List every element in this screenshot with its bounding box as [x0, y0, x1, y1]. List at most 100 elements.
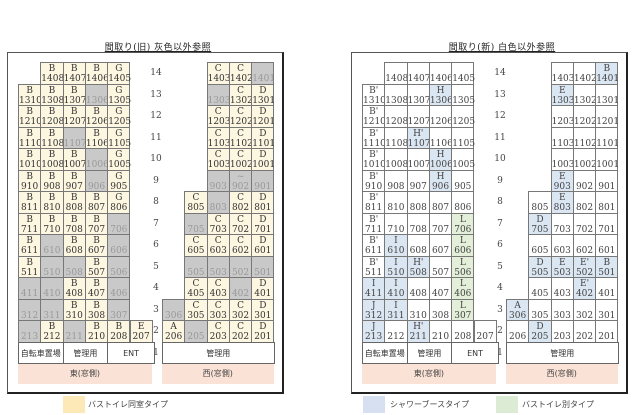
room-cell[interactable]: 1108: [384, 126, 408, 149]
room-cell[interactable]: C 1302: [228, 83, 253, 106]
room-cell[interactable]: 601: [595, 234, 619, 257]
room-cell[interactable]: E 207: [129, 320, 153, 343]
room-cell[interactable]: 1305: [451, 83, 475, 106]
room-cell[interactable]: 303: [550, 298, 574, 321]
room-cell[interactable]: 1408: [384, 62, 408, 85]
room-cell[interactable]: I 610: [384, 234, 408, 257]
room-cell[interactable]: D 1301: [251, 83, 275, 106]
room-cell[interactable]: B 808: [62, 191, 86, 214]
room-cell[interactable]: L 706: [451, 212, 475, 235]
room-cell[interactable]: C 703: [206, 212, 230, 235]
room-cell[interactable]: 906: [84, 169, 109, 192]
room-cell[interactable]: 203: [550, 320, 574, 343]
room-cell[interactable]: D 801: [251, 191, 275, 214]
room-cell[interactable]: 1001: [595, 148, 619, 171]
room-cell[interactable]: 1407: [406, 62, 431, 85]
room-cell[interactable]: 301: [595, 298, 619, 321]
room-cell[interactable]: 908: [384, 169, 408, 192]
room-cell[interactable]: B 208: [107, 320, 131, 343]
room-cell[interactable]: B' 910: [362, 169, 386, 192]
room-cell[interactable]: B 1408: [40, 62, 64, 85]
room-cell[interactable]: 807: [428, 191, 453, 214]
room-cell[interactable]: C 1202: [228, 105, 253, 128]
room-cell[interactable]: 411: [18, 277, 42, 300]
room-cell[interactable]: 213: [18, 320, 42, 343]
room-cell[interactable]: C 403: [206, 277, 230, 300]
room-cell[interactable]: 403: [550, 277, 574, 300]
room-cell[interactable]: B 1110: [18, 126, 42, 149]
room-cell[interactable]: 1101: [595, 126, 619, 149]
room-cell[interactable]: I 510: [384, 255, 408, 278]
room-cell[interactable]: D 401: [251, 277, 275, 300]
room-cell[interactable]: 608: [406, 234, 430, 257]
room-cell[interactable]: H 906: [428, 169, 453, 192]
room-cell[interactable]: B 1108: [40, 126, 64, 149]
room-cell[interactable]: 703: [550, 212, 574, 235]
room-cell[interactable]: B 708: [62, 212, 86, 235]
room-cell[interactable]: 702: [572, 212, 597, 235]
room-cell[interactable]: 901: [595, 169, 619, 192]
room-cell[interactable]: 808: [406, 191, 430, 214]
room-cell[interactable]: 810: [384, 191, 408, 214]
room-cell[interactable]: 302: [572, 298, 597, 321]
room-cell[interactable]: E' 502: [572, 255, 597, 278]
room-cell[interactable]: 307: [107, 298, 131, 321]
room-cell[interactable]: 208: [451, 320, 475, 343]
room-cell[interactable]: C 1003: [206, 148, 231, 171]
room-cell[interactable]: 406: [107, 277, 131, 300]
room-cell[interactable]: B 910: [18, 169, 42, 192]
room-cell[interactable]: 1406: [428, 62, 453, 85]
room-cell[interactable]: G 1105: [107, 126, 131, 149]
room-cell[interactable]: 1307: [406, 83, 431, 106]
room-cell[interactable]: 901: [251, 169, 275, 192]
room-cell[interactable]: 408: [406, 277, 430, 300]
room-cell[interactable]: J 312: [362, 298, 386, 321]
room-cell[interactable]: B 1206: [84, 105, 109, 128]
room-cell[interactable]: A 306: [506, 298, 530, 321]
room-cell[interactable]: B 711: [18, 212, 42, 235]
room-cell[interactable]: C 602: [228, 234, 253, 257]
room-cell[interactable]: L 506: [451, 255, 475, 278]
room-cell[interactable]: 1301: [595, 83, 619, 106]
room-cell[interactable]: 212: [384, 320, 408, 343]
room-cell[interactable]: C 202: [228, 320, 253, 343]
room-cell[interactable]: L 406: [451, 277, 475, 300]
room-cell[interactable]: C 1402: [228, 62, 253, 85]
room-cell[interactable]: 508: [62, 255, 86, 278]
room-cell[interactable]: B 210: [84, 320, 109, 343]
room-cell[interactable]: 801: [595, 191, 619, 214]
room-cell[interactable]: B 908: [40, 169, 64, 192]
room-cell[interactable]: B 511: [18, 255, 42, 278]
room-cell[interactable]: C 702: [228, 212, 253, 235]
room-cell[interactable]: 907: [406, 169, 430, 192]
room-cell[interactable]: D 301: [251, 298, 275, 321]
room-cell[interactable]: C 603: [206, 234, 230, 257]
room-cell[interactable]: 505: [184, 255, 208, 278]
room-cell[interactable]: G 806: [107, 191, 131, 214]
room-cell[interactable]: ~902: [228, 169, 253, 192]
room-cell[interactable]: 310: [406, 298, 430, 321]
room-cell[interactable]: 501: [251, 255, 275, 278]
room-cell[interactable]: J 213: [362, 320, 386, 343]
room-cell[interactable]: 202: [572, 320, 597, 343]
room-cell[interactable]: H 1306: [428, 83, 453, 106]
room-cell[interactable]: 1206: [428, 105, 453, 128]
room-cell[interactable]: 1203: [550, 105, 575, 128]
room-cell[interactable]: 1107: [62, 126, 87, 149]
room-cell[interactable]: 502: [228, 255, 253, 278]
room-cell[interactable]: 1306: [84, 83, 109, 106]
room-cell[interactable]: 603: [550, 234, 574, 257]
room-cell[interactable]: 1402: [572, 62, 597, 85]
room-cell[interactable]: 1105: [451, 126, 475, 149]
room-cell[interactable]: H' 211: [406, 320, 430, 343]
room-cell[interactable]: B 811: [18, 191, 42, 214]
room-cell[interactable]: B 608: [62, 234, 86, 257]
room-cell[interactable]: C 1103: [206, 126, 231, 149]
room-cell[interactable]: 1207: [406, 105, 431, 128]
room-cell[interactable]: G 1005: [107, 148, 131, 171]
room-cell[interactable]: 805: [528, 191, 552, 214]
room-cell[interactable]: B' 1210: [362, 105, 386, 128]
room-cell[interactable]: 1002: [572, 148, 597, 171]
room-cell[interactable]: D 205: [528, 320, 552, 343]
room-cell[interactable]: B' 811: [362, 191, 386, 214]
